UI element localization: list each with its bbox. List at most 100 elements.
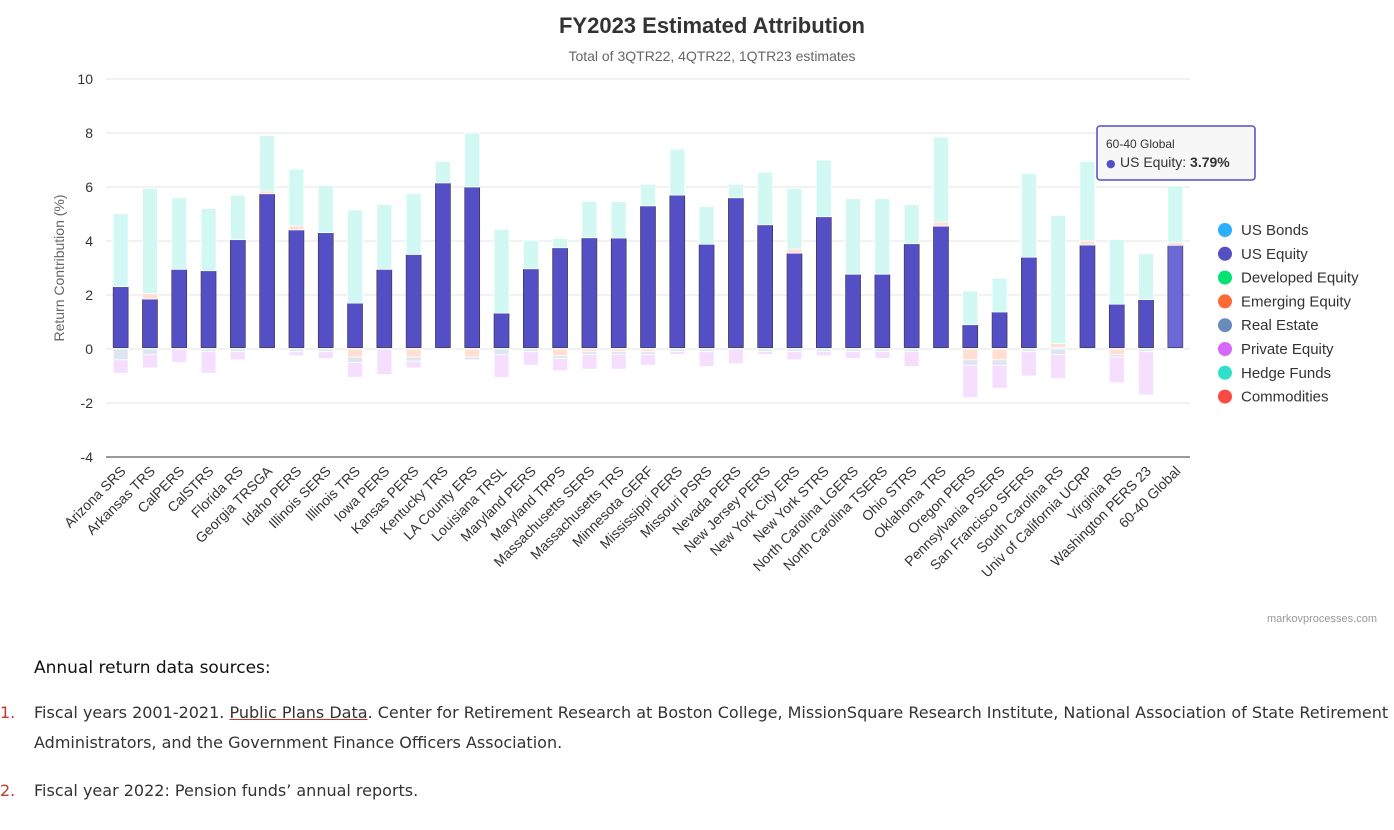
bar-segment[interactable]	[1167, 242, 1184, 246]
bar-stack[interactable]	[757, 171, 774, 355]
bar-stack[interactable]	[142, 187, 158, 369]
bar-segment[interactable]	[464, 132, 481, 188]
bar-segment[interactable]	[757, 224, 773, 348]
bar-segment[interactable]	[171, 197, 188, 270]
bar-segment[interactable]	[376, 204, 393, 270]
bar-segment[interactable]	[581, 200, 598, 239]
bar-stack[interactable]	[786, 187, 803, 361]
bar-stack[interactable]	[640, 183, 656, 366]
bar-segment[interactable]	[581, 353, 598, 370]
bar-stack[interactable]	[317, 184, 334, 359]
bar-stack[interactable]	[874, 198, 891, 359]
bar-segment[interactable]	[347, 209, 363, 304]
bar-segment[interactable]	[522, 240, 539, 270]
bar-segment[interactable]	[1050, 348, 1067, 355]
bar-segment[interactable]	[230, 239, 246, 348]
bar-segment[interactable]	[874, 273, 891, 348]
legend-item[interactable]: US Bonds	[1218, 222, 1309, 239]
bar-stack[interactable]	[1050, 214, 1067, 380]
bar-segment[interactable]	[815, 348, 832, 353]
bar-segment[interactable]	[1020, 173, 1037, 258]
bar-stack[interactable]	[552, 237, 569, 372]
bar-segment[interactable]	[142, 187, 158, 295]
bar-segment[interactable]	[757, 351, 774, 355]
bar-stack[interactable]	[991, 277, 1008, 389]
bar-stack[interactable]	[405, 193, 422, 369]
bar-segment[interactable]	[288, 229, 305, 348]
bar-segment[interactable]	[874, 348, 891, 353]
bar-stack[interactable]	[815, 159, 832, 357]
bar-stack[interactable]	[493, 228, 510, 378]
bar-segment[interactable]	[845, 348, 861, 353]
chart-credit[interactable]: markovprocesses.com	[1267, 613, 1377, 625]
bar-segment[interactable]	[962, 324, 979, 348]
bar-segment[interactable]	[493, 353, 510, 378]
bar-segment[interactable]	[991, 359, 1008, 366]
bar-segment[interactable]	[933, 221, 949, 227]
bar-segment[interactable]	[581, 351, 598, 355]
bar-segment[interactable]	[464, 356, 481, 361]
bar-segment[interactable]	[757, 348, 774, 353]
bar-stack[interactable]	[610, 201, 627, 370]
bar-segment[interactable]	[728, 197, 744, 348]
bar-segment[interactable]	[669, 194, 686, 348]
bar-stack[interactable]	[698, 206, 715, 367]
bar-segment[interactable]	[669, 348, 686, 353]
bar-segment[interactable]	[200, 348, 217, 353]
bar-segment[interactable]	[288, 348, 305, 353]
bar-segment[interactable]	[698, 243, 715, 348]
bar-segment[interactable]	[581, 237, 598, 348]
bar-segment[interactable]	[1050, 353, 1067, 380]
bar-segment[interactable]	[786, 187, 803, 250]
bar-stack[interactable]	[435, 160, 451, 350]
bar-segment[interactable]	[347, 356, 363, 363]
bar-stack[interactable]	[727, 183, 744, 365]
bar-segment[interactable]	[1021, 256, 1037, 348]
bar-stack[interactable]	[962, 290, 979, 399]
bar-segment[interactable]	[229, 351, 246, 361]
bar-segment[interactable]	[903, 204, 920, 245]
bar-stack[interactable]	[347, 209, 363, 378]
bar-segment[interactable]	[815, 351, 832, 357]
bar-segment[interactable]	[933, 225, 949, 348]
bar-segment[interactable]	[405, 360, 422, 369]
bar-segment[interactable]	[1138, 299, 1154, 348]
bar-series[interactable]	[112, 132, 1184, 399]
bar-segment[interactable]	[640, 351, 656, 355]
bar-segment[interactable]	[669, 148, 686, 196]
bar-segment[interactable]	[552, 247, 568, 348]
bar-segment[interactable]	[142, 293, 158, 300]
bar-stack[interactable]	[229, 194, 246, 361]
bar-segment[interactable]	[669, 351, 686, 355]
bar-segment[interactable]	[464, 186, 481, 348]
bar-segment[interactable]	[405, 193, 422, 255]
bar-segment[interactable]	[815, 159, 832, 218]
bar-segment[interactable]	[610, 353, 627, 370]
bar-segment[interactable]	[1108, 238, 1125, 305]
bar-segment[interactable]	[1138, 253, 1154, 300]
bar-segment[interactable]	[522, 351, 539, 366]
bar-segment[interactable]	[493, 228, 510, 314]
bar-segment[interactable]	[288, 225, 305, 231]
bar-segment[interactable]	[698, 206, 715, 245]
bar-segment[interactable]	[288, 351, 305, 357]
bar-segment[interactable]	[903, 351, 920, 367]
bar-stack[interactable]	[1020, 173, 1037, 377]
bar-segment[interactable]	[112, 213, 129, 288]
bar-segment[interactable]	[991, 311, 1008, 348]
bar-stack[interactable]	[669, 148, 686, 355]
bar-stack[interactable]	[1138, 253, 1154, 396]
bar-segment[interactable]	[1108, 356, 1125, 384]
bar-stack[interactable]	[288, 168, 305, 357]
bar-segment[interactable]	[229, 194, 246, 241]
bar-segment[interactable]	[229, 348, 246, 353]
bar-segment[interactable]	[610, 351, 627, 355]
bar-segment[interactable]	[171, 348, 188, 363]
bar-segment[interactable]	[1167, 185, 1184, 244]
bar-segment[interactable]	[698, 351, 715, 367]
bar-segment[interactable]	[1050, 214, 1067, 345]
bar-stack[interactable]	[581, 200, 598, 370]
bar-segment[interactable]	[288, 168, 305, 227]
bar-segment[interactable]	[962, 290, 979, 326]
bar-segment[interactable]	[142, 348, 158, 355]
